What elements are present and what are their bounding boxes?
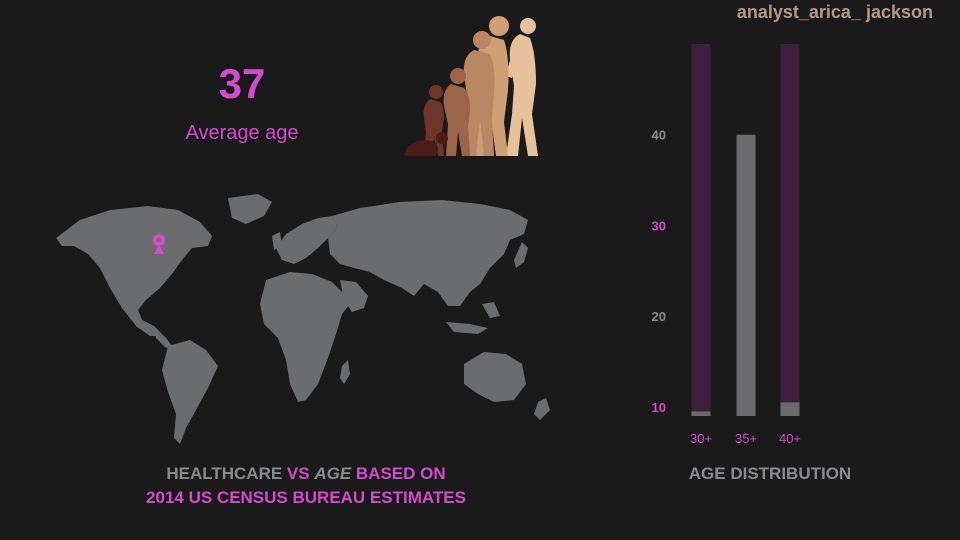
map-title-part1: HEALTHCARE — [166, 464, 287, 483]
y-tick-label: 30 — [652, 218, 666, 233]
chart-title: AGE DISTRIBUTION — [688, 464, 852, 483]
map-title-part4: BASED ON — [351, 464, 446, 483]
map-title-part3: AGE — [314, 464, 352, 483]
average-age-label: Average age — [185, 122, 299, 144]
location-pin-icon — [153, 234, 165, 254]
world-map — [56, 194, 550, 444]
human-growth-illustration — [404, 16, 538, 156]
y-tick-label: 10 — [652, 400, 666, 415]
x-tick-label: 30+ — [690, 431, 712, 446]
age-distribution-chart: 30+ 35+ 40+ 10 20 30 40 — [652, 44, 801, 446]
y-tick-label: 20 — [652, 309, 666, 324]
map-title: HEALTHCARE VS AGE BASED ON 2014 US CENSU… — [96, 462, 516, 510]
bar — [780, 402, 800, 416]
bar-track — [780, 44, 800, 416]
map-title-part2: VS — [286, 464, 315, 483]
bar — [691, 411, 711, 416]
baby-silhouette-icon — [404, 132, 448, 156]
x-tick-label: 35+ — [735, 431, 757, 446]
map-title-line2: 2014 US CENSUS BUREAU ESTIMATES — [146, 488, 466, 507]
x-tick-label: 40+ — [779, 431, 801, 446]
author-name: analyst_arica_ jackson — [736, 2, 933, 22]
y-tick-label: 40 — [652, 128, 666, 143]
bar-track — [691, 44, 711, 416]
teen-silhouette-icon — [463, 31, 495, 156]
bar — [736, 134, 756, 417]
adult-silhouette-icon — [506, 18, 538, 156]
average-age-value: 37 — [218, 60, 266, 107]
child-silhouette-icon — [443, 68, 470, 156]
